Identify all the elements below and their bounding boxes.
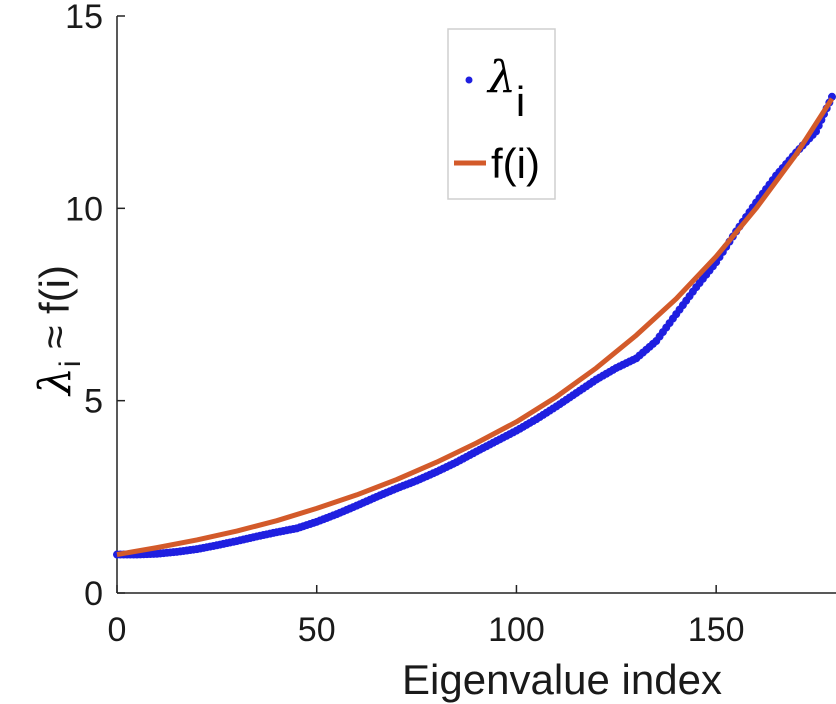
legend-points-marker — [465, 76, 473, 84]
y-label-rest: ≈ f(i) — [31, 265, 78, 360]
svg-text:λi ≈ f(i): λi ≈ f(i) — [30, 265, 87, 397]
x-ticks: 0 50 100 150 — [108, 585, 745, 649]
x-tick-label: 50 — [298, 611, 336, 649]
legend-points-label: λi — [486, 52, 525, 125]
legend: λi f(i) — [447, 28, 556, 200]
y-axis-label: λi ≈ f(i) — [30, 265, 87, 397]
series-line-f — [116, 97, 835, 557]
x-tick-label: 100 — [488, 611, 545, 649]
y-tick-label: 5 — [84, 383, 103, 421]
y-tick-label: 15 — [65, 0, 103, 36]
y-tick-label: 10 — [65, 190, 103, 228]
y-ticks: 0 5 10 15 — [65, 0, 125, 613]
y-tick-label: 0 — [84, 575, 103, 613]
legend-box — [447, 28, 556, 200]
y-label-lambda: λ — [30, 367, 81, 397]
x-tick-label: 0 — [108, 611, 127, 649]
y-label-sub: i — [54, 360, 87, 367]
x-tick-label: 150 — [688, 611, 745, 649]
plot-area — [113, 92, 836, 559]
x-axis-label: Eigenvalue index — [402, 656, 722, 703]
legend-line-label: f(i) — [491, 140, 540, 187]
